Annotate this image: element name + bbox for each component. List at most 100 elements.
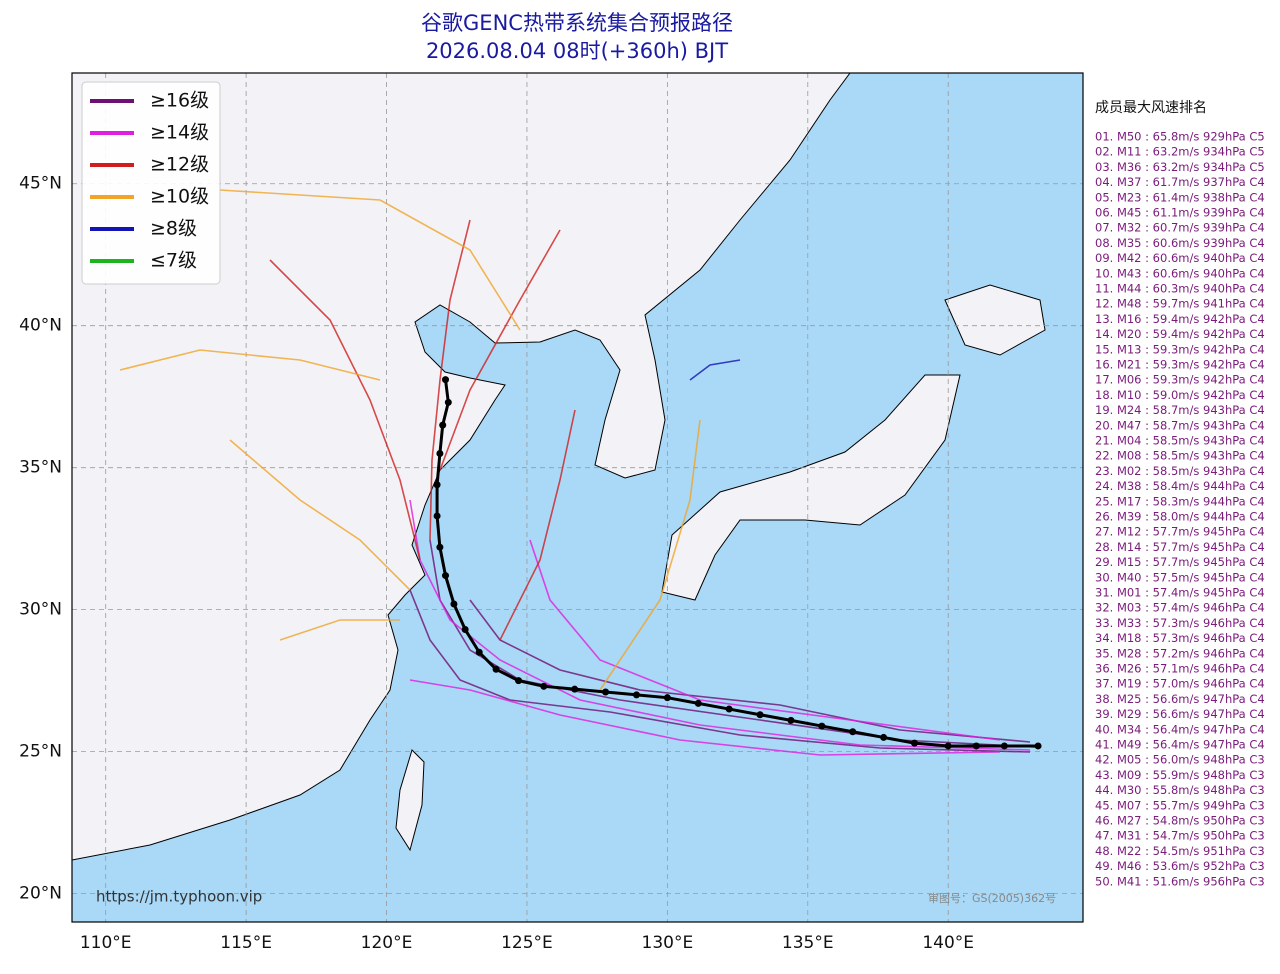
mean-track-point <box>492 665 500 673</box>
mean-track-point <box>944 742 952 750</box>
ranking-item: 29. M15 : 57.7m/s 945hPa C4 <box>1095 555 1265 569</box>
lat-tick-label: 40°N <box>19 316 62 336</box>
ranking-item: 16. M21 : 59.3m/s 942hPa C4 <box>1095 358 1265 372</box>
ranking-item: 12. M48 : 59.7m/s 941hPa C4 <box>1095 297 1265 311</box>
ranking-item: 03. M36 : 63.2m/s 934hPa C5 <box>1095 160 1265 174</box>
ranking-item: 01. M50 : 65.8m/s 929hPa C5 <box>1095 130 1265 144</box>
lon-tick-label: 115°E <box>220 933 272 953</box>
ranking-item: 28. M14 : 57.7m/s 945hPa C4 <box>1095 540 1265 554</box>
ranking-item: 24. M38 : 58.4m/s 944hPa C4 <box>1095 479 1265 493</box>
mean-track-point <box>461 626 469 634</box>
member-track <box>269 259 421 561</box>
ranking-item: 11. M44 : 60.3m/s 940hPa C4 <box>1095 282 1265 296</box>
lon-tick-label: 110°E <box>80 933 132 953</box>
ranking-item: 49. M46 : 53.6m/s 952hPa C3 <box>1095 859 1265 873</box>
legend-label: ≥16级 <box>150 90 209 112</box>
mean-track-point <box>1000 742 1008 750</box>
mean-track-point <box>694 699 702 707</box>
ranking-item: 41. M49 : 56.4m/s 947hPa C4 <box>1095 738 1265 752</box>
mean-track-point <box>571 685 579 693</box>
lat-tick-label: 45°N <box>19 174 62 194</box>
ranking-item: 47. M31 : 54.7m/s 950hPa C3 <box>1095 829 1265 843</box>
member-track <box>119 349 381 381</box>
ranking-item: 14. M20 : 59.4m/s 942hPa C4 <box>1095 327 1265 341</box>
ranking-item: 39. M29 : 56.6m/s 947hPa C4 <box>1095 707 1265 721</box>
mean-track-point <box>436 543 444 551</box>
member-track <box>499 409 576 641</box>
mean-track-point <box>602 688 610 696</box>
map-frame <box>71 72 1084 923</box>
subtitle: 2026.08.04 08时(+360h) BJT <box>426 39 728 63</box>
member-track <box>279 619 400 641</box>
ranking-item: 25. M17 : 58.3m/s 944hPa C4 <box>1095 494 1265 508</box>
member-track <box>439 229 561 471</box>
legend-label: ≥10级 <box>150 186 209 208</box>
ranking-item: 36. M26 : 57.1m/s 946hPa C4 <box>1095 662 1265 676</box>
ranking-item: 44. M30 : 55.8m/s 948hPa C3 <box>1095 783 1265 797</box>
ranking-item: 21. M04 : 58.5m/s 943hPa C4 <box>1095 434 1265 448</box>
axis-labels: 110°E 115°E 120°E 125°E 130°E 135°E 140°E 20°N 2… <box>19 174 974 953</box>
legend-label: ≥8级 <box>150 218 197 240</box>
legend-label: ≥12级 <box>150 154 209 176</box>
ranking-item: 23. M02 : 58.5m/s 943hPa C4 <box>1095 464 1265 478</box>
ranking-item: 09. M42 : 60.6m/s 940hPa C4 <box>1095 251 1265 265</box>
lon-tick-label: 130°E <box>642 933 694 953</box>
mean-track-point <box>433 481 441 489</box>
lon-tick-label: 120°E <box>361 933 413 953</box>
ranking-item: 05. M23 : 61.4m/s 938hPa C4 <box>1095 190 1265 204</box>
mean-track-point <box>972 742 980 750</box>
ranking-item: 04. M37 : 61.7m/s 937hPa C4 <box>1095 175 1265 189</box>
ranking-item: 32. M03 : 57.4m/s 946hPa C4 <box>1095 601 1265 615</box>
mean-track-point <box>433 512 441 520</box>
ranking-item: 02. M11 : 63.2m/s 934hPa C5 <box>1095 145 1265 159</box>
ranking-item: 45. M07 : 55.7m/s 949hPa C3 <box>1095 798 1265 812</box>
ranking-item: 43. M09 : 55.9m/s 948hPa C3 <box>1095 768 1265 782</box>
ranking-item: 40. M34 : 56.4m/s 947hPa C4 <box>1095 722 1265 736</box>
member-track <box>599 419 701 691</box>
mean-track-point <box>515 677 523 685</box>
ranking-item: 26. M39 : 58.0m/s 944hPa C4 <box>1095 510 1265 524</box>
mean-track-point <box>444 398 452 406</box>
ranking-item: 50. M41 : 51.6m/s 956hPa C3 <box>1095 874 1265 888</box>
mean-track-point <box>787 716 795 724</box>
member-track <box>529 539 1001 741</box>
ensemble-tracks <box>119 189 1036 756</box>
mean-track-point <box>632 691 640 699</box>
ranking-item: 46. M27 : 54.8m/s 950hPa C3 <box>1095 814 1265 828</box>
ranking-item: 48. M22 : 54.5m/s 951hPa C3 <box>1095 844 1265 858</box>
japan <box>661 284 1046 601</box>
graticule <box>72 73 1083 922</box>
ranking-item: 06. M45 : 61.1m/s 939hPa C4 <box>1095 206 1265 220</box>
member-track <box>409 679 1001 756</box>
mean-track-point <box>540 682 548 690</box>
lat-tick-label: 35°N <box>19 458 62 478</box>
ranking-item: 31. M01 : 57.4m/s 945hPa C4 <box>1095 586 1265 600</box>
ranking-title: 成员最大风速排名 <box>1095 100 1207 116</box>
mean-track-point <box>725 705 733 713</box>
lon-tick-label: 135°E <box>782 933 834 953</box>
ranking-item: 30. M40 : 57.5m/s 945hPa C4 <box>1095 570 1265 584</box>
lon-tick-label: 125°E <box>501 933 553 953</box>
source-url: https://jm.typhoon.vip <box>96 888 262 906</box>
mean-track-point <box>442 572 450 580</box>
mean-track-point <box>436 449 444 457</box>
ranking-item: 33. M33 : 57.3m/s 946hPa C4 <box>1095 616 1265 630</box>
ranking-item: 35. M28 : 57.2m/s 946hPa C4 <box>1095 646 1265 660</box>
ranking-item: 15. M13 : 59.3m/s 942hPa C4 <box>1095 342 1265 356</box>
mean-track-point <box>756 711 764 719</box>
legend-items: ≥16级 ≥14级 ≥12级 ≥10级 ≥8级 ≤7级 <box>90 90 209 272</box>
mean-track-point <box>439 421 447 429</box>
ranking-item: 34. M18 : 57.3m/s 946hPa C4 <box>1095 631 1265 645</box>
mean-track <box>433 376 1042 750</box>
ranking-item: 17. M06 : 59.3m/s 942hPa C4 <box>1095 373 1265 387</box>
ranking-item: 08. M35 : 60.6m/s 939hPa C4 <box>1095 236 1265 250</box>
ranking-item: 38. M25 : 56.6m/s 947hPa C4 <box>1095 692 1265 706</box>
member-track <box>689 359 741 381</box>
mean-track-point <box>818 722 826 730</box>
member-track <box>219 189 521 331</box>
taiwan <box>395 749 425 852</box>
map-area <box>72 73 1083 922</box>
lat-tick-label: 30°N <box>19 600 62 620</box>
